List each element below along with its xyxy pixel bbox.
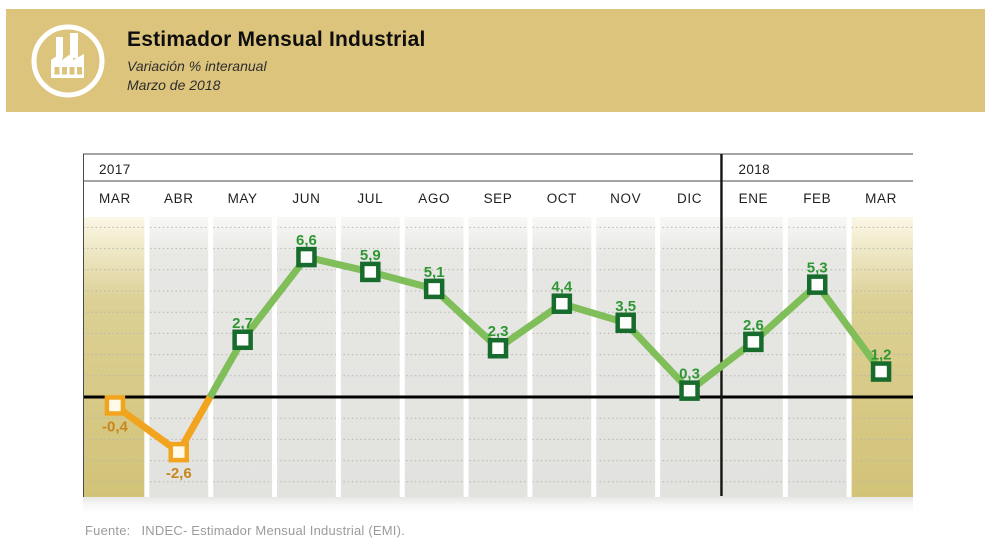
month-label: MAR [99, 191, 131, 206]
month-label: ABR [164, 191, 194, 206]
month-column-band [210, 217, 275, 497]
month-column-band [593, 217, 658, 497]
year-label: 2017 [99, 162, 131, 177]
data-point-marker [360, 261, 381, 283]
column-gap [782, 217, 788, 497]
month-label: FEB [803, 191, 831, 206]
data-point-marker [743, 331, 764, 353]
factory-icon [31, 24, 105, 98]
column-gap [591, 217, 597, 497]
data-point-marker [168, 441, 190, 463]
month-column-band [402, 217, 467, 497]
source-label: Fuente: [85, 523, 131, 538]
data-point-value: 2,7 [232, 315, 253, 332]
month-label: ENE [739, 191, 769, 206]
column-gap [846, 217, 852, 497]
data-point-marker [232, 329, 253, 351]
data-point-marker [423, 278, 445, 300]
chart-subtitle: Variación % interanual [127, 58, 267, 74]
data-point-marker [551, 293, 573, 314]
data-point-marker [487, 337, 509, 359]
column-gap [208, 217, 214, 497]
month-label: DIC [677, 191, 702, 206]
month-column-band [529, 217, 594, 497]
data-point-value: 1,2 [871, 347, 892, 364]
month-column-band [657, 217, 722, 497]
month-column-band [849, 217, 913, 497]
month-label: SEP [484, 191, 513, 206]
series-line-positive [207, 253, 884, 399]
factory-windows [54, 67, 82, 75]
data-point-value: -0,4 [102, 418, 129, 435]
page-title: Estimador Mensual Industrial [127, 28, 426, 51]
month-label: JUN [292, 191, 320, 206]
report-period: Marzo de 2018 [127, 77, 221, 93]
month-label: MAY [228, 191, 258, 206]
data-point-value: 0,3 [679, 366, 700, 383]
column-gap [463, 217, 469, 497]
column-gap [399, 217, 405, 497]
data-point-marker [615, 312, 636, 334]
data-point-marker [679, 380, 700, 401]
data-point-value: 5,1 [424, 264, 445, 281]
data-point-value: 4,4 [551, 279, 573, 296]
column-gap [335, 217, 341, 497]
data-point-value: -2,6 [166, 465, 192, 482]
data-point-value: 2,6 [743, 317, 764, 334]
data-point-marker [104, 395, 126, 416]
data-point-value: 6,6 [296, 232, 317, 249]
data-point-marker [806, 274, 828, 295]
month-label: NOV [610, 191, 641, 206]
source-note: Fuente: INDEC- Estimador Mensual Industri… [85, 523, 405, 538]
data-point-value: 5,9 [360, 247, 381, 264]
month-column-band [83, 217, 147, 497]
year-label: 2018 [738, 162, 770, 177]
column-gap [272, 217, 278, 497]
month-column-band [785, 217, 850, 497]
column-gap [527, 217, 533, 497]
column-gap [144, 217, 150, 497]
data-point-marker [296, 246, 317, 268]
month-label: MAR [865, 191, 897, 206]
data-point-value: 5,3 [807, 260, 828, 277]
header-banner: Estimador Mensual Industrial Variación %… [6, 9, 985, 112]
data-point-value: 3,5 [615, 298, 636, 315]
month-label: AGO [418, 191, 450, 206]
data-point-value: 2,3 [488, 323, 509, 340]
source-text: INDEC- Estimador Mensual Industrial (EMI… [141, 523, 405, 538]
month-label: JUL [357, 191, 383, 206]
bottom-fade [83, 497, 913, 516]
month-label: OCT [547, 191, 577, 206]
data-point-marker [870, 361, 892, 382]
